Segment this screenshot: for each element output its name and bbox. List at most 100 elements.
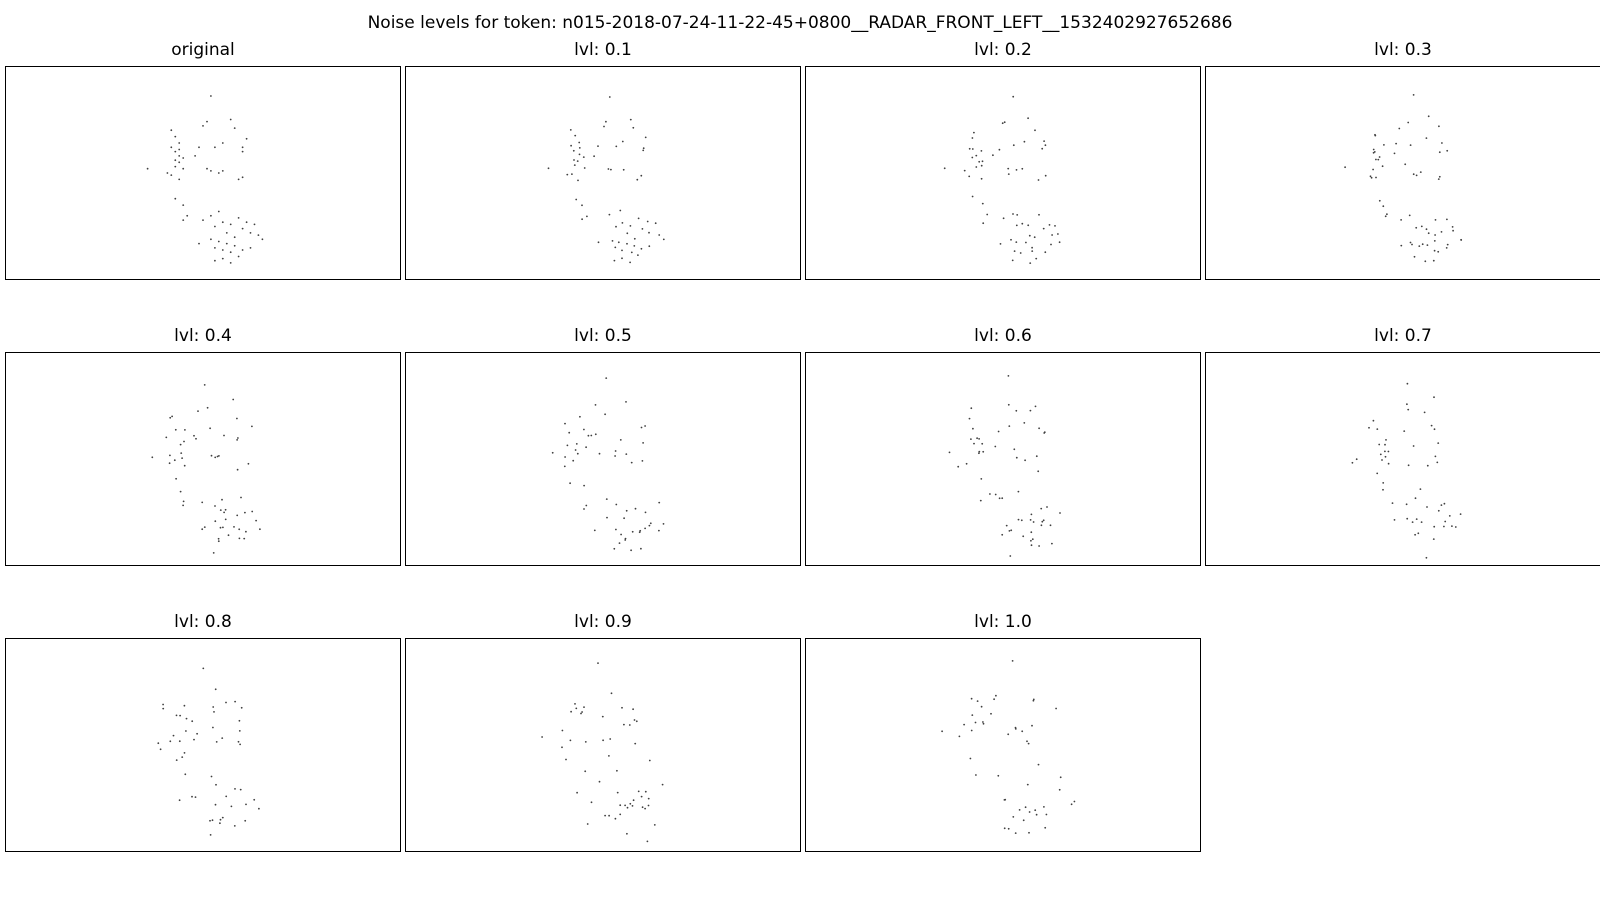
radar-point [1373, 151, 1376, 153]
radar-point [183, 752, 186, 754]
radar-point [633, 719, 636, 721]
radar-point [1042, 519, 1045, 522]
radar-point [249, 232, 252, 234]
radar-point [619, 439, 622, 441]
radar-point [1434, 455, 1437, 458]
radar-point [614, 817, 617, 820]
radar-point [1028, 811, 1031, 813]
radar-point [1032, 521, 1035, 523]
radar-point [174, 150, 177, 153]
radar-point [997, 774, 1000, 777]
radar-point [646, 220, 649, 223]
radar-point [253, 223, 256, 226]
subplot-title: lvl: 0.1 [574, 40, 632, 60]
radar-point [1001, 533, 1004, 536]
radar-point [195, 437, 197, 440]
radar-point [641, 806, 644, 809]
radar-point [1025, 241, 1027, 244]
radar-point [238, 719, 241, 722]
radar-point [649, 522, 652, 525]
radar-point [214, 456, 217, 459]
radar-point [630, 251, 633, 254]
radar-point [221, 142, 224, 144]
radar-point [203, 526, 206, 528]
radar-point [229, 118, 232, 121]
radar-point [245, 137, 248, 140]
radar-point [1378, 199, 1381, 202]
radar-point [614, 246, 617, 249]
radar-point [1412, 94, 1415, 96]
radar-point [973, 442, 975, 445]
radar-point [1029, 409, 1032, 412]
radar-point [1048, 224, 1051, 226]
radar-point [1438, 125, 1440, 128]
radar-point [641, 460, 644, 462]
radar-point [222, 526, 224, 529]
radar-point [244, 511, 246, 514]
radar-point [1384, 455, 1387, 458]
radar-point [219, 526, 222, 529]
radar-point [957, 465, 960, 468]
radar-point [1430, 424, 1433, 427]
radar-point [174, 197, 177, 200]
radar-point [1437, 442, 1440, 444]
radar-point [640, 426, 643, 429]
radar-point [624, 537, 627, 540]
radar-point [1007, 403, 1010, 406]
radar-point [611, 240, 614, 242]
subplot-title: lvl: 0.3 [1374, 40, 1432, 60]
radar-point [1355, 458, 1358, 461]
radar-point [214, 803, 217, 806]
subplot-panel: lvl: 0.2 [805, 40, 1201, 280]
radar-point [1010, 238, 1012, 241]
radar-point [1058, 788, 1061, 791]
radar-point [1433, 525, 1436, 528]
radar-point [1378, 156, 1381, 158]
radar-point [1015, 224, 1018, 227]
radar-point [224, 508, 227, 511]
radar-point [165, 436, 168, 439]
radar-point [970, 729, 973, 732]
radar-point [230, 805, 233, 808]
subplot-title: lvl: 0.8 [174, 612, 232, 632]
radar-point [647, 797, 650, 800]
radar-point [1044, 251, 1047, 254]
radar-point [609, 738, 612, 740]
radar-point [584, 770, 587, 773]
radar-point [648, 759, 651, 762]
radar-point [619, 804, 622, 807]
radar-point [1035, 813, 1038, 816]
radar-point [1415, 226, 1418, 229]
radar-point [978, 160, 981, 163]
radar-point [1070, 803, 1073, 806]
radar-point [606, 516, 608, 519]
radar-point [1433, 249, 1436, 252]
radar-point [639, 529, 642, 532]
radar-point [196, 732, 199, 735]
axes-frame [1205, 352, 1600, 566]
radar-point [590, 434, 593, 437]
radar-point [214, 505, 216, 507]
radar-point [1403, 430, 1406, 432]
radar-point [1452, 229, 1454, 232]
radar-point [576, 791, 578, 794]
radar-point [221, 170, 224, 172]
radar-point [1444, 520, 1447, 523]
radar-point [573, 159, 575, 161]
radar-point [633, 245, 636, 247]
radar-point [623, 723, 625, 726]
axes-frame [805, 638, 1201, 852]
radar-point [637, 217, 640, 220]
radar-point [249, 247, 252, 249]
radar-point [644, 527, 646, 530]
radar-point [224, 518, 227, 521]
radar-point [1407, 464, 1410, 467]
radar-point [973, 131, 975, 134]
radar-point [963, 723, 965, 726]
radar-point [617, 241, 620, 244]
radar-point [1030, 539, 1032, 542]
radar-point [970, 407, 973, 410]
radar-point [971, 148, 974, 150]
radar-point [1049, 524, 1052, 527]
radar-point [168, 462, 171, 465]
